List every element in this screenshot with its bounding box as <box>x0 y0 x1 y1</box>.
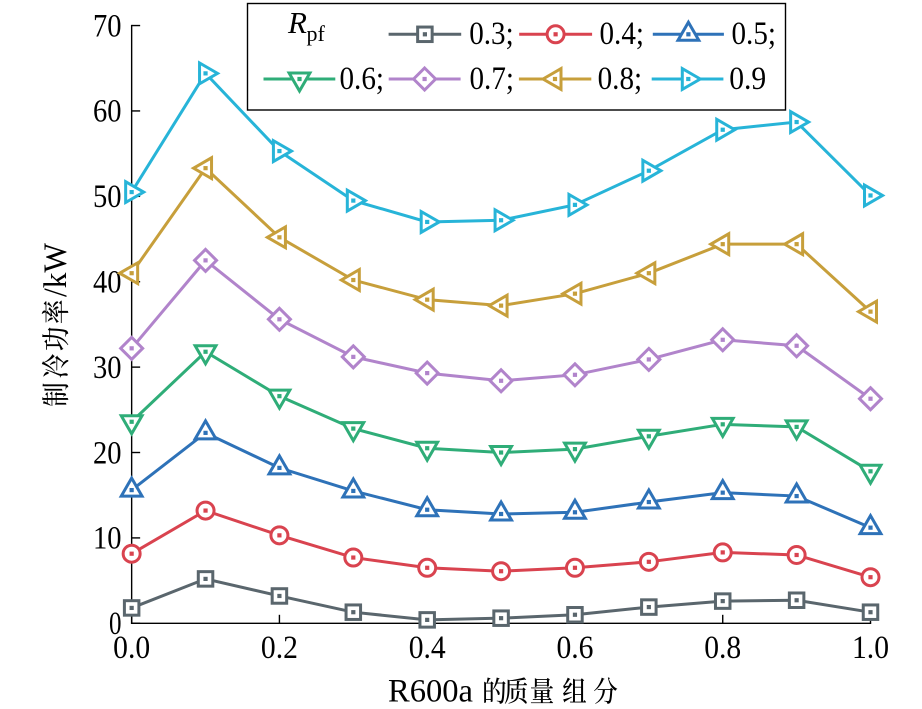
svg-text:0.7;: 0.7; <box>470 61 515 97</box>
svg-text:0.4;: 0.4; <box>600 16 645 52</box>
svg-text:0.0: 0.0 <box>113 630 150 666</box>
svg-text:/kW: /kW <box>38 242 74 297</box>
svg-text:0.3;: 0.3; <box>469 16 514 52</box>
svg-text:0.8: 0.8 <box>704 630 741 666</box>
svg-text:10: 10 <box>93 521 122 557</box>
svg-text:1.0: 1.0 <box>852 630 889 666</box>
svg-text:0.8;: 0.8; <box>598 61 643 97</box>
svg-text:60: 60 <box>93 94 122 130</box>
svg-text:0.6: 0.6 <box>556 630 593 666</box>
svg-text:30: 30 <box>93 350 122 386</box>
svg-text:R600a: R600a <box>388 674 473 709</box>
svg-text:R: R <box>287 5 307 40</box>
svg-text:40: 40 <box>93 265 122 301</box>
svg-text:pf: pf <box>307 21 326 46</box>
svg-text:0.5;: 0.5; <box>732 16 777 52</box>
svg-text:0.6;: 0.6; <box>340 61 385 97</box>
svg-text:50: 50 <box>93 179 122 215</box>
svg-text:0.2: 0.2 <box>261 630 298 666</box>
svg-text:70: 70 <box>93 8 122 44</box>
svg-text:0.9: 0.9 <box>729 61 766 97</box>
svg-text:0.4: 0.4 <box>409 630 446 666</box>
svg-text:0: 0 <box>109 606 122 642</box>
svg-text:20: 20 <box>93 435 122 471</box>
